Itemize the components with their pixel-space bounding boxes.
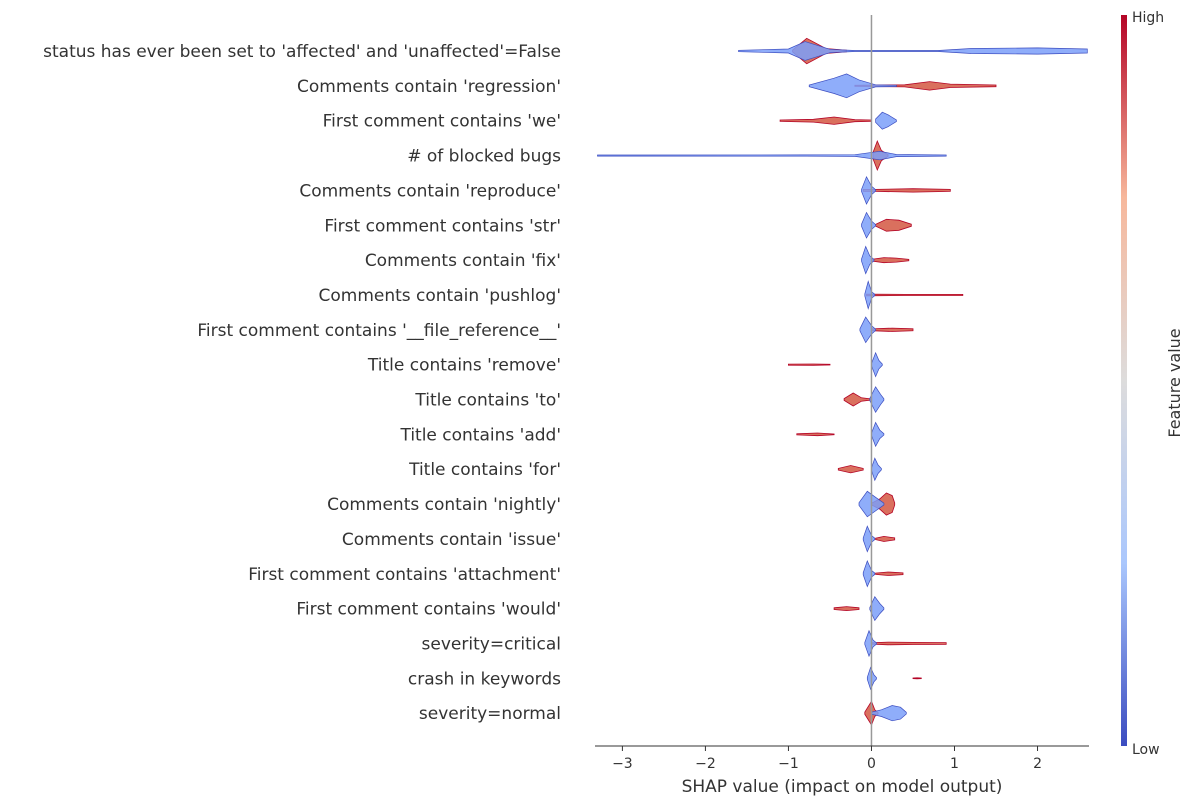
violin-low-values [597, 150, 947, 161]
violin-low-values [871, 705, 907, 722]
violin-low-values [875, 111, 897, 130]
feature-label: Title contains 'for' [408, 460, 561, 480]
violin-low-values [862, 525, 876, 553]
colorbar-gradient [1121, 15, 1127, 746]
feature-violin [864, 280, 964, 310]
violin-low-values [871, 421, 885, 448]
x-axis-label: SHAP value (impact on model output) [682, 777, 1003, 797]
feature-label: Comments contain 'fix' [365, 251, 561, 271]
feature-label: severity=normal [419, 704, 561, 724]
x-tick-label: −1 [778, 756, 799, 772]
feature-label: First comment contains 'str' [324, 216, 561, 236]
feature-violin [861, 175, 951, 205]
violin-high-values [866, 293, 964, 297]
violin-high-values [854, 81, 997, 91]
feature-violin [833, 596, 885, 622]
violin-layer [597, 37, 1088, 726]
violin-low-values [864, 280, 876, 310]
feature-label: Title contains 'remove' [367, 356, 561, 376]
x-tick-label: 2 [1033, 756, 1042, 772]
violin-low-values [871, 457, 882, 482]
violin-low-values [861, 245, 875, 275]
violin-high-values [875, 535, 896, 542]
feature-violin [738, 37, 1088, 65]
feature-violin [859, 316, 914, 344]
feature-violin [597, 140, 947, 172]
violin-low-values [808, 73, 897, 99]
violin-high-values [833, 606, 860, 612]
feature-label: Title contains 'add' [399, 425, 561, 445]
feature-violin [864, 629, 947, 658]
x-tick-label: 1 [950, 756, 959, 772]
violin-high-values [837, 465, 864, 474]
violin-low-values [861, 211, 876, 239]
violin-high-values [871, 257, 910, 264]
violin-high-values [912, 677, 922, 680]
violin-high-values [871, 327, 914, 332]
colorbar-title: Feature value [1165, 328, 1184, 437]
feature-violin [862, 560, 904, 588]
feature-label: Comments contain 'issue' [342, 530, 561, 550]
feature-violin [808, 73, 997, 99]
colorbar: High Low Feature value [1121, 10, 1184, 758]
violin-low-values [869, 596, 885, 622]
x-axis: −3 −2 −1 0 1 2 [595, 745, 1089, 772]
feature-label: First comment contains '__file_reference… [197, 321, 561, 341]
feature-violin [788, 351, 883, 378]
feature-label: crash in keywords [408, 669, 561, 689]
violin-high-values [779, 116, 872, 125]
feature-label: Title contains 'to' [414, 391, 561, 411]
feature-label: First comment contains 'attachment' [248, 565, 561, 585]
feature-violin [858, 490, 896, 518]
violin-low-values [871, 351, 883, 378]
violin-high-values [871, 641, 947, 646]
violin-low-values [738, 41, 1088, 61]
feature-label: severity=critical [422, 634, 561, 654]
feature-violin [779, 111, 897, 130]
violin-high-values [875, 571, 904, 576]
feature-label: status has ever been set to 'affected' a… [43, 42, 561, 62]
violin-low-values [869, 386, 885, 414]
feature-violin [837, 457, 882, 482]
feature-violin [843, 386, 885, 414]
violin-high-values [875, 218, 912, 232]
feature-violin [861, 211, 912, 239]
feature-label: First comment contains 'would' [296, 600, 561, 620]
violin-low-values [862, 560, 876, 588]
colorbar-high-label: High [1132, 10, 1164, 26]
feature-violin [862, 525, 896, 553]
violin-high-values [862, 188, 951, 193]
violin-high-values [843, 392, 872, 407]
x-tick-label: 0 [867, 756, 876, 772]
violin-low-values [864, 629, 877, 658]
feature-label: Comments contain 'reproduce' [299, 181, 561, 201]
feature-label: Comments contain 'pushlog' [318, 286, 561, 306]
feature-violin [796, 421, 885, 448]
violin-low-values [861, 175, 876, 205]
colorbar-low-label: Low [1132, 742, 1160, 758]
x-tick-label: −3 [612, 756, 633, 772]
violin-high-values [788, 363, 831, 366]
feature-violin [866, 666, 922, 691]
feature-labels: status has ever been set to 'affected' a… [43, 42, 561, 724]
feature-label: First comment contains 'we' [323, 112, 561, 132]
x-tick-label: −2 [695, 756, 716, 772]
violin-low-values [859, 316, 876, 344]
feature-label: # of blocked bugs [407, 147, 561, 167]
feature-label: Comments contain 'regression' [297, 77, 561, 97]
feature-violin [861, 245, 910, 275]
feature-label: Comments contain 'nightly' [327, 495, 561, 515]
violin-high-values [796, 432, 835, 437]
